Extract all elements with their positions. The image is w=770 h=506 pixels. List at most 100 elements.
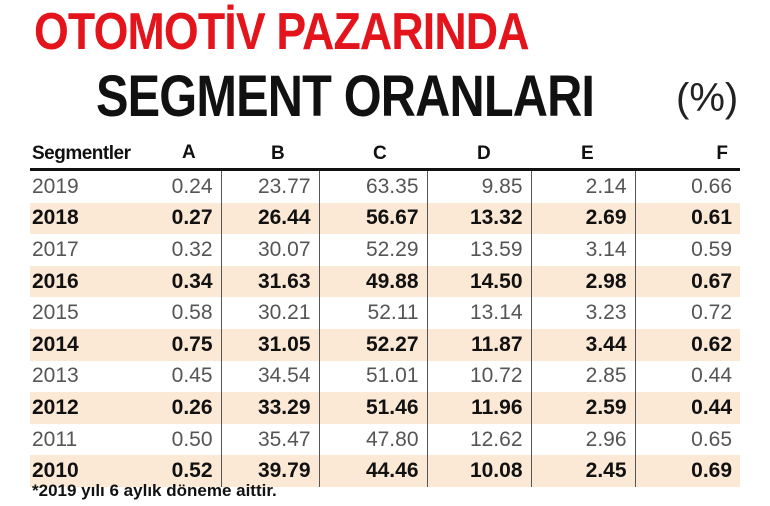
year-cell: 2018 (30, 202, 133, 235)
footnote: *2019 yılı 6 aylık döneme aittir. (32, 481, 277, 500)
value-cell-d: 13.32 (426, 202, 532, 235)
header-label-d: D (477, 143, 491, 164)
table-row: 2014 0.75 31.05 52.27 11.87 3.44 0.62 (30, 328, 741, 361)
table-row: 2018 0.27 26.44 56.67 13.32 2.69 0.61 (30, 202, 741, 235)
value-cell-d: 11.96 (426, 392, 532, 424)
value-cell-a: 0.52 (133, 455, 222, 487)
table-row: 2010 0.52 39.79 44.46 10.08 2.45 0.69 (30, 455, 741, 487)
year-cell: 2012 (30, 392, 133, 424)
table-body: 2019 0.24 23.77 63.35 9.85 2.14 0.66 2018 0.27 26… (30, 169, 741, 487)
value-cell-f: 0.69 (634, 455, 741, 487)
value-cell-d: 13.14 (426, 297, 532, 329)
value-cell-a: 0.58 (133, 297, 222, 329)
header-cell-b: B (221, 140, 320, 171)
value-cell-f: 0.72 (634, 297, 741, 329)
value-cell-b: 31.05 (220, 328, 320, 361)
value-cell-e: 2.59 (530, 392, 636, 424)
year-cell: 2017 (30, 234, 133, 266)
value-cell-f: 0.44 (634, 392, 741, 424)
value-cell-c: 49.88 (318, 265, 428, 298)
value-cell-d: 10.08 (426, 455, 532, 487)
value-cell-d: 9.85 (426, 169, 532, 203)
value-cell-a: 0.32 (133, 234, 222, 266)
value-cell-e: 3.14 (530, 234, 636, 266)
value-cell-c: 51.46 (318, 392, 428, 424)
header-cell-d: D (427, 140, 532, 171)
header-cell-f: F (635, 140, 741, 171)
value-cell-f: 0.66 (634, 169, 741, 203)
value-cell-b: 33.29 (220, 392, 320, 424)
value-cell-e: 2.69 (530, 202, 636, 235)
value-cell-b: 39.79 (220, 455, 320, 487)
header-label-a: A (182, 142, 196, 163)
value-cell-a: 0.34 (133, 265, 222, 298)
value-cell-a: 0.45 (133, 360, 222, 393)
value-cell-a: 0.75 (133, 328, 222, 361)
header-row: Segmentler A B C D E F (30, 140, 741, 171)
value-cell-e: 3.44 (530, 328, 636, 361)
value-cell-b: 31.63 (220, 265, 320, 298)
header-cell: Segmentler A (30, 140, 222, 171)
value-cell-d: 14.50 (426, 265, 532, 298)
value-cell-e: 2.14 (530, 169, 636, 203)
value-cell-b: 34.54 (220, 360, 320, 393)
value-cell-d: 13.59 (426, 234, 532, 266)
value-cell-c: 52.11 (318, 297, 428, 329)
value-cell-f: 0.62 (634, 328, 741, 361)
value-cell-c: 51.01 (318, 360, 428, 393)
value-cell-c: 52.27 (318, 328, 428, 361)
value-cell-b: 23.77 (220, 169, 320, 203)
year-cell: 2010 (30, 455, 133, 487)
value-cell-a: 0.50 (133, 423, 222, 456)
header-cell-c: C (319, 140, 428, 171)
header-label-segmentler: Segmentler (32, 143, 131, 164)
table-row: 2012 0.26 33.29 51.46 11.96 2.59 0.44 (30, 392, 741, 424)
value-cell-b: 26.44 (220, 202, 320, 235)
value-cell-e: 2.98 (530, 265, 636, 298)
table-row: 2011 0.50 35.47 47.80 12.62 2.96 0.65 (30, 423, 741, 456)
title-line-1: OTOMOTİV PAZARINDA (34, 3, 530, 61)
value-cell-f: 0.65 (634, 423, 741, 456)
header-label-c: C (373, 143, 387, 164)
value-cell-d: 10.72 (426, 360, 532, 393)
value-cell-b: 30.07 (220, 234, 320, 266)
value-cell-f: 0.59 (634, 234, 741, 266)
table-row: 2013 0.45 34.54 51.01 10.72 2.85 0.44 (30, 360, 741, 393)
header-label-f: F (716, 143, 729, 164)
header-label-b: B (271, 143, 285, 164)
value-cell-c: 56.67 (318, 202, 428, 235)
unit-label: (%) (676, 76, 739, 120)
value-cell-f: 0.67 (634, 265, 741, 298)
value-cell-d: 11.87 (426, 328, 532, 361)
header-label-e: E (581, 143, 594, 164)
header-cell-e: E (531, 140, 636, 171)
value-cell-f: 0.61 (634, 202, 741, 235)
value-cell-e: 2.96 (530, 423, 636, 456)
value-cell-c: 44.46 (318, 455, 428, 487)
value-cell-c: 63.35 (318, 169, 428, 203)
year-cell: 2019 (30, 169, 133, 203)
value-cell-b: 35.47 (220, 423, 320, 456)
value-cell-c: 47.80 (318, 423, 428, 456)
year-cell: 2013 (30, 360, 133, 393)
year-cell: 2016 (30, 265, 133, 298)
value-cell-e: 3.23 (530, 297, 636, 329)
segment-table: Segmentler A B C D E F 2019 0.24 23.77 63.3… (30, 140, 741, 487)
table-row: 2017 0.32 30.07 52.29 13.59 3.14 0.59 (30, 234, 741, 266)
value-cell-a: 0.26 (133, 392, 222, 424)
value-cell-d: 12.62 (426, 423, 532, 456)
table-row: 2015 0.58 30.21 52.11 13.14 3.23 0.72 (30, 297, 741, 329)
value-cell-a: 0.24 (133, 169, 222, 203)
table-row: 2016 0.34 31.63 49.88 14.50 2.98 0.67 (30, 265, 741, 298)
title-line-2: SEGMENT ORANLARI (96, 64, 595, 129)
value-cell-e: 2.45 (530, 455, 636, 487)
year-cell: 2011 (30, 423, 133, 456)
value-cell-e: 2.85 (530, 360, 636, 393)
year-cell: 2015 (30, 297, 133, 329)
year-cell: 2014 (30, 328, 133, 361)
value-cell-c: 52.29 (318, 234, 428, 266)
table-row: 2019 0.24 23.77 63.35 9.85 2.14 0.66 (30, 169, 741, 203)
value-cell-b: 30.21 (220, 297, 320, 329)
value-cell-a: 0.27 (133, 202, 222, 235)
value-cell-f: 0.44 (634, 360, 741, 393)
